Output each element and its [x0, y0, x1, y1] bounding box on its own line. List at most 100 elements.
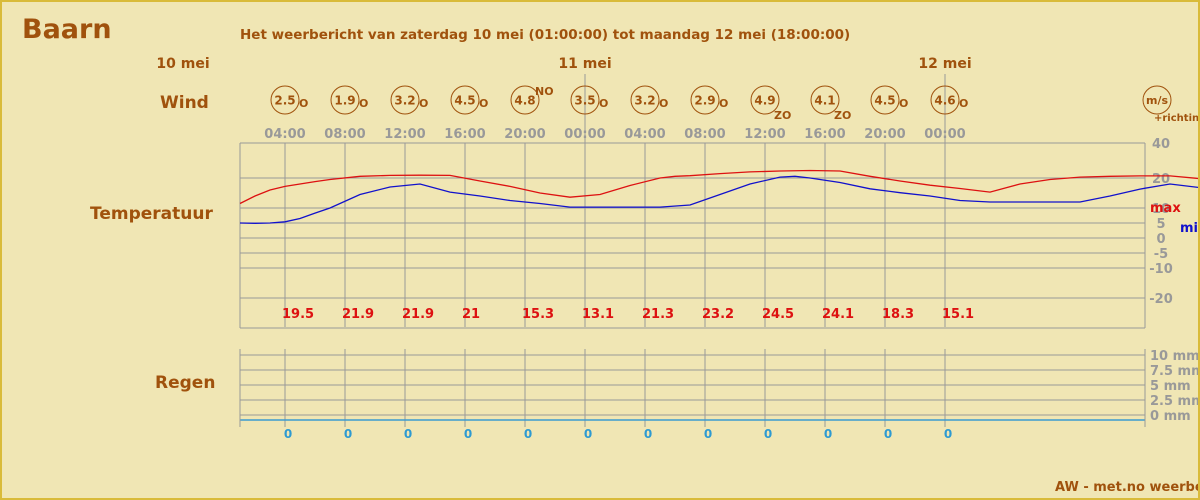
time-tick-label: 12:00 — [384, 127, 425, 142]
max-temperature-value: 21.9 — [402, 307, 434, 322]
max-temperature-value: 18.3 — [882, 307, 914, 322]
wind-direction-label: O — [299, 97, 308, 110]
wind-direction-label: NO — [535, 85, 554, 98]
min-temperature-line — [239, 175, 1198, 224]
rain-value-label: 0 — [884, 427, 892, 441]
wind-unit-circle — [1142, 85, 1172, 115]
wind-speed-label: 4.6 — [934, 94, 955, 108]
time-tick-label: 00:00 — [564, 127, 605, 142]
wind-direction-note: +richting — [1154, 113, 1198, 124]
time-tick-label: 08:00 — [324, 127, 365, 142]
temp-y-tick-label: 5 — [1156, 217, 1165, 232]
wind-direction-label: ZO — [774, 109, 791, 122]
wind-speed-circle — [810, 85, 840, 115]
wind-speed-label: 4.5 — [874, 94, 895, 108]
time-tick-label: 16:00 — [444, 127, 485, 142]
wind-speed-label: 1.9 — [334, 94, 355, 108]
rain-value-label: 0 — [584, 427, 592, 441]
wind-speed-label: 4.9 — [754, 94, 775, 108]
wind-speed-circle — [870, 85, 900, 115]
max-temperature-value: 21.3 — [642, 307, 674, 322]
wind-speed-circle — [570, 85, 600, 115]
time-tick-label: 16:00 — [804, 127, 845, 142]
rain-row-label: Regen — [155, 373, 216, 393]
max-temperature-line — [239, 169, 1198, 205]
day-label: 12 mei — [918, 56, 971, 72]
time-tick-label: 04:00 — [264, 127, 305, 142]
rain-value-label: 0 — [824, 427, 832, 441]
time-tick-label: 20:00 — [504, 127, 545, 142]
time-tick-label: 00:00 — [924, 127, 965, 142]
time-tick-label: 20:00 — [864, 127, 905, 142]
wind-direction-label: O — [599, 97, 608, 110]
rain-value-label: 0 — [944, 427, 952, 441]
wind-speed-label: 2.5 — [274, 94, 295, 108]
time-tick-label: 04:00 — [624, 127, 665, 142]
wind-direction-label: O — [479, 97, 488, 110]
city-title: Baarn — [22, 14, 112, 45]
rain-y-tick-label: 0 mm — [1150, 409, 1191, 424]
rain-value-label: 0 — [284, 427, 292, 441]
wind-speed-label: 3.2 — [394, 94, 415, 108]
max-temperature-value: 24.1 — [822, 307, 854, 322]
wind-direction-label: O — [719, 97, 728, 110]
rain-value-label: 0 — [464, 427, 472, 441]
wind-direction-label: O — [659, 97, 668, 110]
wind-speed-circle — [930, 85, 960, 115]
temp-y-tick-label: 10 — [1152, 202, 1170, 217]
rain-value-label: 0 — [704, 427, 712, 441]
wind-speed-circle — [270, 85, 300, 115]
max-temperature-value: 15.3 — [522, 307, 554, 322]
temperature-row-label: Temperatuur — [90, 204, 213, 224]
day-label: 10 mei — [156, 56, 209, 72]
rain-value-label: 0 — [644, 427, 652, 441]
wind-speed-label: 4.8 — [514, 94, 535, 108]
wind-speed-label: 4.5 — [454, 94, 475, 108]
max-temperature-value: 13.1 — [582, 307, 614, 322]
wind-speed-circle — [510, 85, 540, 115]
max-series-label: max — [1150, 201, 1181, 216]
temp-y-tick-label: -20 — [1149, 292, 1173, 307]
temp-y-tick-label: -10 — [1149, 262, 1173, 277]
time-tick-label: 08:00 — [684, 127, 725, 142]
wind-speed-label: 2.9 — [694, 94, 715, 108]
temp-y-tick-label: -5 — [1154, 247, 1168, 262]
source-credit: AW - met.no weerbericht — [1055, 480, 1198, 495]
rain-y-tick-label: 10 mm — [1150, 349, 1198, 364]
max-temperature-value: 21 — [462, 307, 480, 322]
forecast-subtitle: Het weerbericht van zaterdag 10 mei (01:… — [240, 27, 851, 43]
wind-direction-label: O — [419, 97, 428, 110]
wind-speed-circle — [690, 85, 720, 115]
max-temperature-value: 23.2 — [702, 307, 734, 322]
rain-y-tick-label: 2.5 mm — [1150, 394, 1198, 409]
min-series-label: min — [1180, 221, 1198, 236]
rain-value-label: 0 — [404, 427, 412, 441]
wind-speed-circle — [390, 85, 420, 115]
max-temperature-value: 15.1 — [942, 307, 974, 322]
wind-direction-label: ZO — [834, 109, 851, 122]
wind-speed-circle — [450, 85, 480, 115]
wind-speed-label: 4.1 — [814, 94, 835, 108]
wind-speed-label: 3.2 — [634, 94, 655, 108]
max-temperature-value: 21.9 — [342, 307, 374, 322]
wind-speed-label: 3.5 — [574, 94, 595, 108]
wind-direction-label: O — [899, 97, 908, 110]
time-tick-label: 12:00 — [744, 127, 785, 142]
wind-speed-circle — [630, 85, 660, 115]
rain-value-label: 0 — [764, 427, 772, 441]
wind-row-label: Wind — [160, 93, 209, 113]
wind-speed-circle — [750, 85, 780, 115]
day-label: 11 mei — [558, 56, 611, 72]
temp-y-tick-label: 40 — [1152, 137, 1170, 152]
wind-speed-circle — [330, 85, 360, 115]
max-temperature-value: 19.5 — [282, 307, 314, 322]
rain-value-label: 0 — [344, 427, 352, 441]
rain-y-tick-label: 5 mm — [1150, 379, 1191, 394]
wind-direction-label: O — [959, 97, 968, 110]
rain-value-label: 0 — [524, 427, 532, 441]
rain-y-tick-label: 7.5 mm — [1150, 364, 1198, 379]
wind-direction-label: O — [359, 97, 368, 110]
temp-y-tick-label: 0 — [1156, 232, 1165, 247]
